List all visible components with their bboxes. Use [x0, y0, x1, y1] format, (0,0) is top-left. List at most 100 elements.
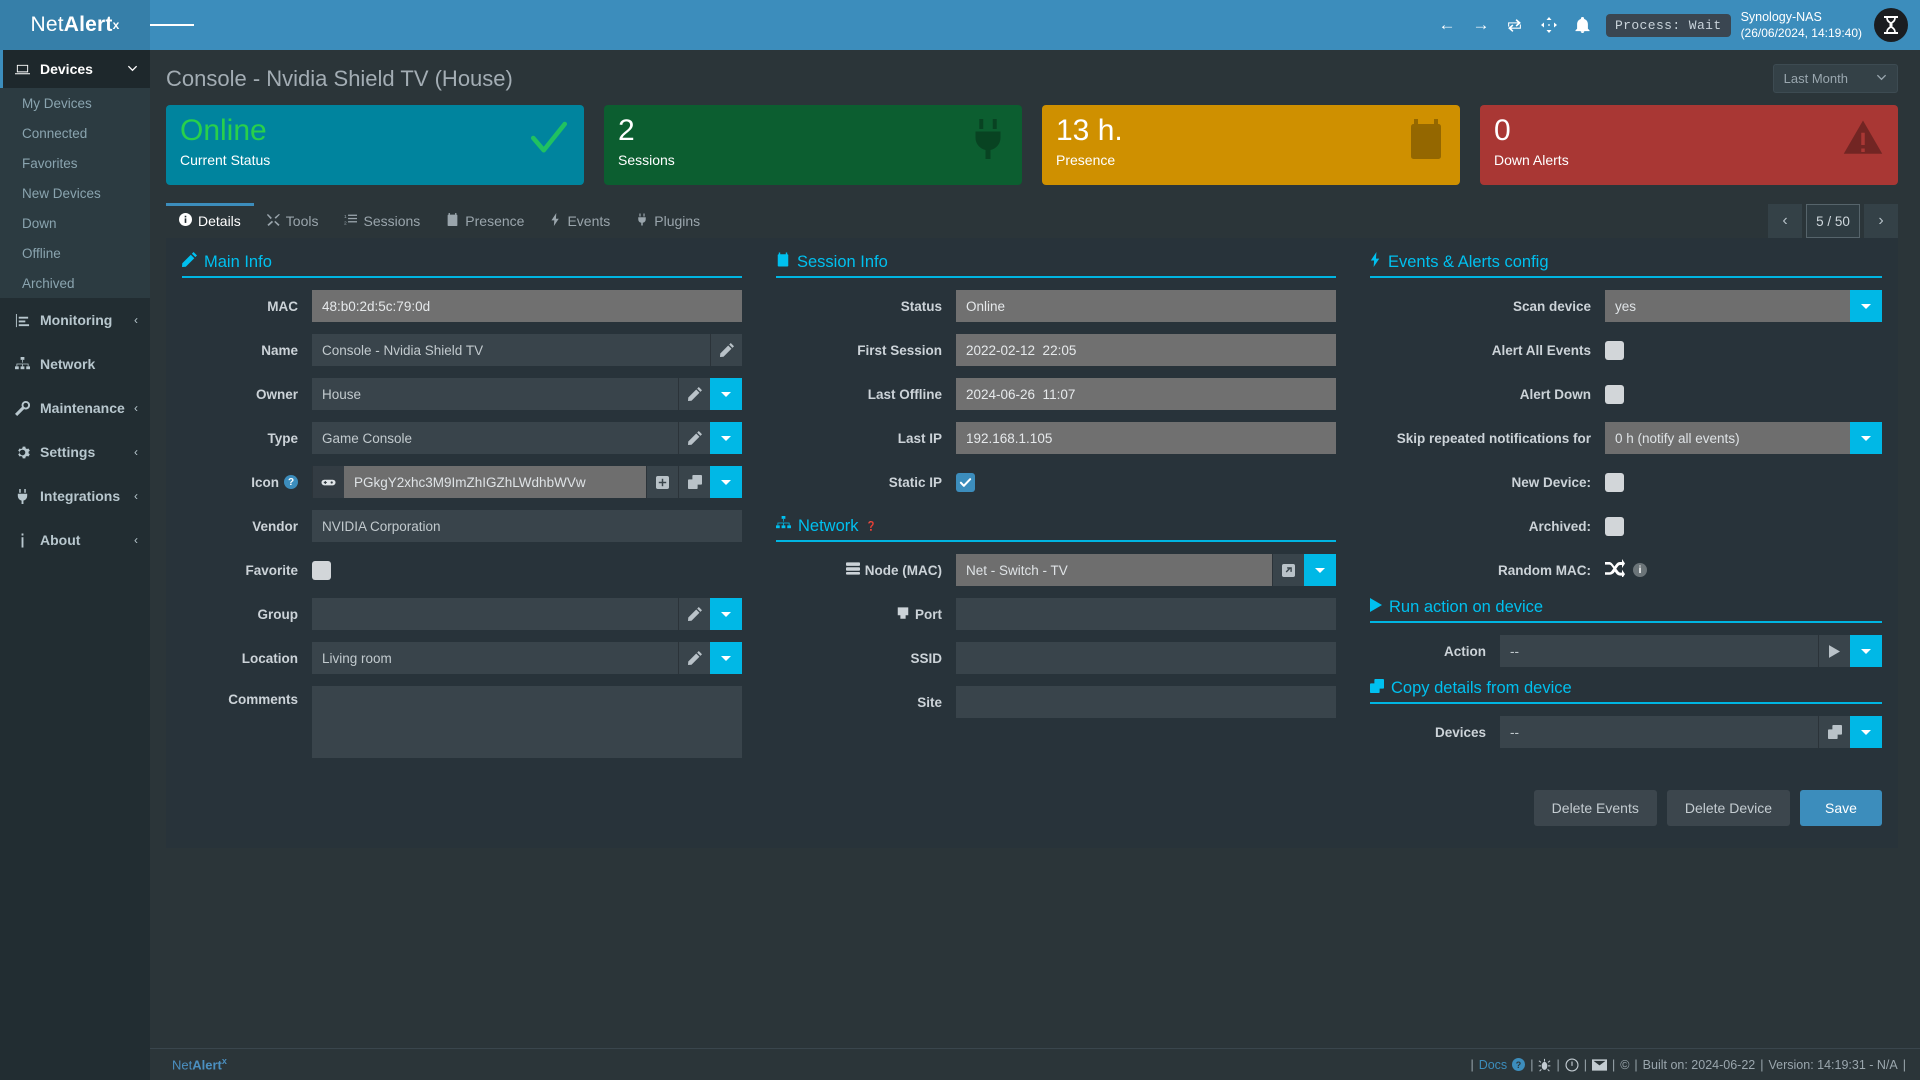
- info-icon[interactable]: i: [1633, 563, 1647, 577]
- tab-presence[interactable]: Presence: [433, 203, 537, 238]
- refresh-icon[interactable]: [1498, 0, 1532, 50]
- scan-device-input[interactable]: [1605, 290, 1850, 322]
- icon-add-button[interactable]: [646, 466, 678, 498]
- app-logo[interactable]: Net Alert x: [0, 0, 150, 50]
- save-button[interactable]: Save: [1800, 790, 1882, 826]
- copy-devices-input[interactable]: [1500, 716, 1818, 748]
- host-name: Synology-NAS: [1740, 10, 1822, 24]
- arrow-right-icon[interactable]: →: [1472, 15, 1490, 34]
- copy-devices-dropdown-chevron-down-icon[interactable]: [1850, 716, 1882, 748]
- group-input[interactable]: [312, 598, 678, 630]
- icon-copy-icon[interactable]: [678, 466, 710, 498]
- favorite-checkbox[interactable]: [312, 560, 331, 580]
- static-ip-checkbox[interactable]: [956, 472, 975, 492]
- arrow-left-icon[interactable]: ←: [1438, 15, 1456, 34]
- period-select[interactable]: Last Month: [1772, 64, 1898, 93]
- site-input[interactable]: [956, 686, 1336, 718]
- owner-dropdown-chevron-down-icon[interactable]: [710, 378, 742, 410]
- owner-edit-pencil-icon[interactable]: [678, 378, 710, 410]
- action-run-play-icon[interactable]: [1818, 635, 1850, 667]
- group-edit-pencil-icon[interactable]: [678, 598, 710, 630]
- sidebar-item-down[interactable]: Down: [0, 208, 150, 238]
- sidebar-item-maintenance[interactable]: Maintenance ‹: [0, 386, 150, 430]
- type-edit-pencil-icon[interactable]: [678, 422, 710, 454]
- sidebar-item-new-devices[interactable]: New Devices: [0, 178, 150, 208]
- last-ip-input[interactable]: [956, 422, 1336, 454]
- action-dropdown-chevron-down-icon[interactable]: [1850, 635, 1882, 667]
- prev-page-button[interactable]: ‹: [1768, 204, 1802, 238]
- mail-icon[interactable]: [1591, 1058, 1607, 1071]
- first-session-input[interactable]: [956, 334, 1336, 366]
- help-icon[interactable]: ?: [284, 475, 298, 489]
- sidebar-item-my-devices[interactable]: My Devices: [0, 88, 150, 118]
- status-input[interactable]: [956, 290, 1336, 322]
- last-offline-input[interactable]: [956, 378, 1336, 410]
- page-indicator[interactable]: 5 / 50: [1806, 204, 1860, 238]
- copy-devices-copy-icon[interactable]: [1818, 716, 1850, 748]
- tab-details[interactable]: Details: [166, 203, 254, 238]
- tab-plugins[interactable]: Plugins: [623, 203, 713, 238]
- group-dropdown-chevron-down-icon[interactable]: [710, 598, 742, 630]
- bell-icon[interactable]: [1566, 0, 1600, 50]
- row-skip-repeated: Skip repeated notifications for: [1370, 422, 1882, 454]
- sidebar-item-settings[interactable]: Settings ‹: [0, 430, 150, 474]
- delete-device-button[interactable]: Delete Device: [1666, 790, 1790, 826]
- host-info: Synology-NAS (26/06/2024, 14:19:40): [1741, 9, 1862, 41]
- delete-events-button[interactable]: Delete Events: [1533, 790, 1657, 826]
- sidebar-item-favorites[interactable]: Favorites: [0, 148, 150, 178]
- sidebar-item-devices[interactable]: Devices: [0, 50, 150, 88]
- owner-input[interactable]: [312, 378, 678, 410]
- sidebar-item-network[interactable]: Network: [0, 342, 150, 386]
- section-title-label: Copy details from device: [1391, 679, 1572, 697]
- sidebar-item-monitoring[interactable]: Monitoring ‹: [0, 298, 150, 342]
- node-mac-input[interactable]: [956, 554, 1272, 586]
- port-input[interactable]: [956, 598, 1336, 630]
- location-dropdown-chevron-down-icon[interactable]: [710, 642, 742, 674]
- sidebar-item-connected[interactable]: Connected: [0, 118, 150, 148]
- sidebar-toggle-icon[interactable]: [150, 0, 195, 50]
- new-device-checkbox[interactable]: [1605, 472, 1624, 492]
- scan-device-dropdown-chevron-down-icon[interactable]: [1850, 290, 1882, 322]
- ssid-input[interactable]: [956, 642, 1336, 674]
- type-input[interactable]: [312, 422, 678, 454]
- bug-icon[interactable]: [1538, 1058, 1551, 1072]
- avatar[interactable]: [1874, 8, 1908, 42]
- expand-icon[interactable]: [1532, 0, 1566, 50]
- tab-events[interactable]: Events: [537, 203, 623, 238]
- card-down-alerts[interactable]: 0 Down Alerts: [1480, 105, 1898, 185]
- action-input[interactable]: [1500, 635, 1818, 667]
- sidebar-item-about[interactable]: About ‹: [0, 518, 150, 562]
- type-dropdown-chevron-down-icon[interactable]: [710, 422, 742, 454]
- sidebar-item-integrations[interactable]: Integrations ‹: [0, 474, 150, 518]
- archived-checkbox[interactable]: [1605, 516, 1624, 536]
- docs-link[interactable]: Docs: [1478, 1057, 1508, 1072]
- card-sessions[interactable]: 2 Sessions: [604, 105, 1022, 185]
- alert-all-events-checkbox[interactable]: [1605, 340, 1624, 360]
- card-presence[interactable]: 13 h. Presence: [1042, 105, 1460, 185]
- comments-textarea[interactable]: [312, 686, 742, 758]
- icon-value-input[interactable]: [344, 466, 646, 498]
- node-mac-dropdown-chevron-down-icon[interactable]: [1304, 554, 1336, 586]
- tab-tools[interactable]: Tools: [254, 203, 332, 238]
- location-input[interactable]: [312, 642, 678, 674]
- next-page-button[interactable]: ›: [1864, 204, 1898, 238]
- help-icon[interactable]: ❓: [865, 520, 877, 531]
- name-input[interactable]: [312, 334, 710, 366]
- icon-dropdown-chevron-down-icon[interactable]: [710, 466, 742, 498]
- mac-input[interactable]: [312, 290, 742, 322]
- github-icon[interactable]: [1565, 1057, 1579, 1072]
- sidebar-item-archived[interactable]: Archived: [0, 268, 150, 298]
- alert-down-checkbox[interactable]: [1605, 384, 1624, 404]
- node-mac-open-external-icon[interactable]: [1272, 554, 1304, 586]
- location-edit-pencil-icon[interactable]: [678, 642, 710, 674]
- skip-repeated-input[interactable]: [1605, 422, 1850, 454]
- card-current-status[interactable]: Online Current Status: [166, 105, 584, 185]
- name-edit-pencil-icon[interactable]: [710, 334, 742, 366]
- sidebar-item-offline[interactable]: Offline: [0, 238, 150, 268]
- skip-repeated-dropdown-chevron-down-icon[interactable]: [1850, 422, 1882, 454]
- vendor-input[interactable]: [312, 510, 742, 542]
- last-ip-label: Last IP: [897, 430, 942, 446]
- help-circle-icon[interactable]: ?: [1512, 1058, 1526, 1071]
- copyright-icon[interactable]: ©: [1620, 1057, 1630, 1072]
